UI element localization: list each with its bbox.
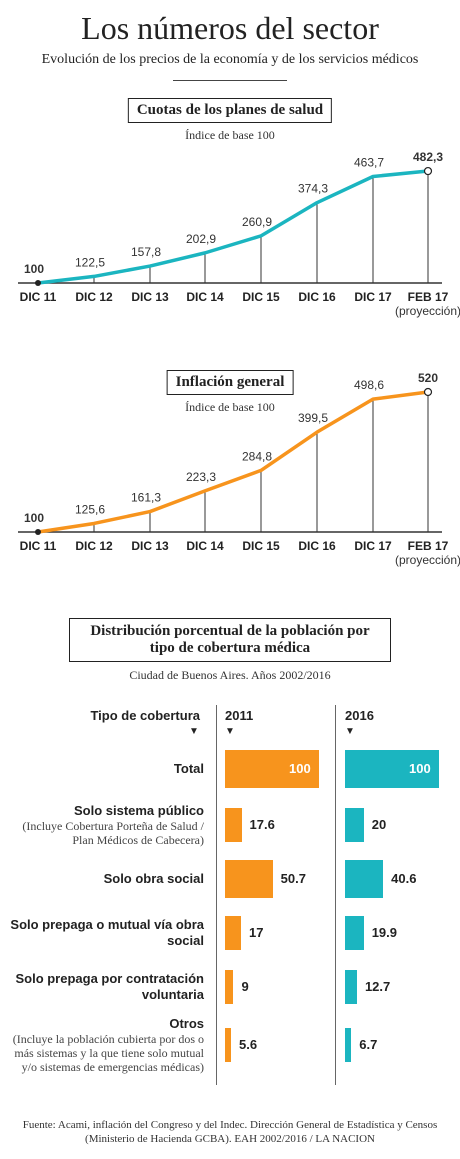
x-tick-label: DIC 14 bbox=[186, 539, 224, 553]
series-2011-arrow-icon: ▼ bbox=[225, 726, 235, 737]
divider-right bbox=[335, 705, 336, 1085]
x-tick-label: DIC 15 bbox=[242, 290, 280, 304]
series-line bbox=[37, 390, 429, 534]
value-label: 463,7 bbox=[354, 155, 384, 169]
bar-2016 bbox=[345, 860, 384, 898]
category-name: Solo sistema público bbox=[73, 803, 204, 818]
x-tick-label: DIC 17 bbox=[354, 539, 392, 553]
bar-value-label: 5.6 bbox=[239, 1037, 258, 1052]
title-divider bbox=[173, 80, 287, 81]
series-2016-header: 2016 bbox=[345, 708, 374, 723]
bar-value-label: 50.7 bbox=[280, 871, 306, 886]
series-2016-arrow-icon: ▼ bbox=[345, 726, 355, 737]
category-name: Otros bbox=[169, 1016, 204, 1031]
series-2011-header: 2011 bbox=[225, 708, 254, 723]
category-header: Tipo de cobertura bbox=[90, 708, 200, 723]
bar-2011 bbox=[225, 1028, 231, 1062]
value-label: 157,8 bbox=[131, 245, 161, 259]
x-tick-label: DIC 15 bbox=[242, 539, 280, 553]
category-note: (Incluye la población cubierta por dos o… bbox=[12, 1032, 204, 1074]
page-subtitle: Evolución de los precios de la economía … bbox=[41, 52, 419, 67]
category-label: Solo obra social bbox=[4, 871, 204, 887]
value-label: 399,5 bbox=[298, 411, 328, 425]
series-line bbox=[37, 169, 429, 285]
category-name: Solo prepaga por contratación voluntaria bbox=[15, 971, 204, 1002]
chart1-line-chart: 100 122,5 157,8 202,9 260,9 374,3 463,7 482,3 DI… bbox=[18, 150, 460, 318]
chart2-note: Índice de base 100 bbox=[185, 400, 275, 414]
value-label: 260,9 bbox=[242, 215, 272, 229]
bar-value-label: 19.9 bbox=[371, 925, 398, 940]
x-tick-label: DIC 11 bbox=[20, 539, 57, 553]
category-label: Solo sistema público (Incluye Cobertura P… bbox=[4, 803, 204, 847]
x-tick-label: DIC 12 bbox=[75, 290, 113, 304]
category-name: Solo prepaga o mutual vía obra social bbox=[10, 917, 204, 948]
bar-value-label: 40.6 bbox=[391, 871, 417, 886]
bar-value-label: 9 bbox=[241, 979, 249, 994]
x-tick-label: DIC 16 bbox=[298, 290, 336, 304]
divider-left bbox=[216, 705, 217, 1085]
bar-2016 bbox=[345, 808, 364, 842]
chart2-title: Inflación general bbox=[166, 370, 294, 395]
category-name: Solo obra social bbox=[103, 871, 204, 886]
bar-value-label: 12.7 bbox=[364, 979, 391, 994]
end-point bbox=[423, 166, 433, 176]
x-tick-label: DIC 13 bbox=[131, 290, 169, 304]
bar-value-label: 20 bbox=[371, 817, 387, 832]
bar-2011 bbox=[225, 970, 234, 1004]
value-label: 223,3 bbox=[186, 470, 216, 484]
bar-value-label: 17 bbox=[248, 925, 264, 940]
value-label: 202,9 bbox=[186, 232, 216, 246]
bar-2016 bbox=[345, 970, 357, 1004]
bar-2011 bbox=[225, 808, 242, 842]
value-label: 122,5 bbox=[75, 255, 105, 269]
bar-2016 bbox=[345, 1028, 352, 1062]
bar-2016 bbox=[345, 916, 364, 950]
value-label: 520 bbox=[418, 372, 438, 385]
x-tick-label: DIC 11 bbox=[20, 290, 57, 304]
chart1-title: Cuotas de los planes de salud bbox=[127, 98, 333, 123]
x-tick-label: FEB 17 bbox=[408, 290, 449, 304]
start-point bbox=[35, 280, 41, 286]
chart3-note: Ciudad de Buenos Aires. Años 2002/2016 bbox=[129, 668, 331, 682]
category-label: Solo prepaga por contratación voluntaria bbox=[4, 971, 204, 1003]
category-arrow-icon: ▼ bbox=[189, 726, 199, 737]
x-tick-label: DIC 13 bbox=[131, 539, 169, 553]
x-tick-label: DIC 16 bbox=[298, 539, 336, 553]
value-label: 161,3 bbox=[131, 491, 161, 505]
category-label: Total bbox=[4, 761, 204, 777]
value-label: 498,6 bbox=[354, 378, 384, 392]
projection-note: (proyección) bbox=[395, 553, 460, 567]
value-label: 100 bbox=[24, 511, 44, 525]
value-label: 482,3 bbox=[413, 150, 443, 164]
value-label: 374,3 bbox=[298, 182, 328, 196]
end-point bbox=[423, 387, 433, 397]
bar-2011 bbox=[225, 860, 273, 898]
source-footer: Fuente: Acami, inflación del Congreso y … bbox=[22, 1119, 438, 1145]
start-point bbox=[35, 529, 41, 535]
category-note: (Incluye Cobertura Porteña de Salud / Pl… bbox=[22, 819, 204, 847]
value-label: 100 bbox=[24, 262, 44, 276]
x-tick-label: DIC 12 bbox=[75, 539, 113, 553]
bar-value-label: 100 bbox=[409, 761, 431, 776]
chart1-note: Índice de base 100 bbox=[185, 128, 275, 142]
x-tick-label: FEB 17 bbox=[408, 539, 449, 553]
category-label: Solo prepaga o mutual vía obra social bbox=[4, 917, 204, 949]
projection-note: (proyección) bbox=[395, 304, 460, 318]
bar-value-label: 100 bbox=[289, 761, 311, 776]
value-label: 125,6 bbox=[75, 502, 105, 516]
bar-value-label: 17.6 bbox=[249, 817, 275, 832]
value-label: 284,8 bbox=[242, 449, 272, 463]
bar-2016 bbox=[345, 750, 439, 788]
bar-value-label: 6.7 bbox=[359, 1037, 378, 1052]
page-title: Los números del sector bbox=[81, 10, 379, 46]
chart2-line-chart: 100 125,6 161,3 223,3 284,8 399,5 498,6 520 DIC … bbox=[18, 372, 460, 567]
category-label: Otros (Incluye la población cubierta por … bbox=[4, 1016, 204, 1074]
x-tick-label: DIC 17 bbox=[354, 290, 392, 304]
bar-2011 bbox=[225, 750, 319, 788]
bar-2011 bbox=[225, 916, 241, 950]
x-tick-label: DIC 14 bbox=[186, 290, 224, 304]
category-name: Total bbox=[173, 761, 204, 776]
chart3-title: Distribución porcentual de la población … bbox=[69, 618, 391, 662]
